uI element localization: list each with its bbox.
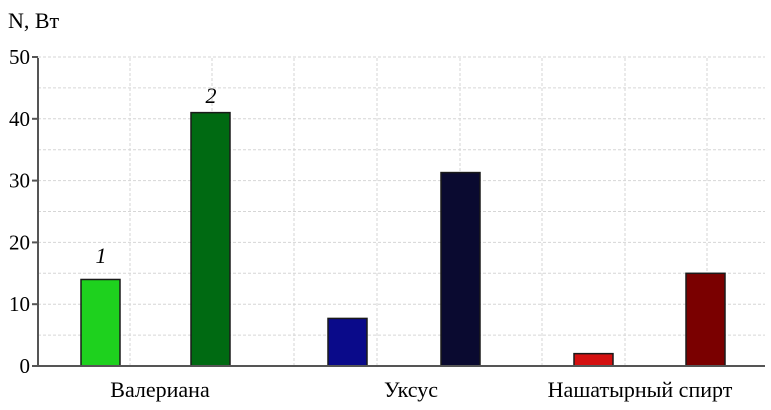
category-label-nashatyrny-spirt: Нашатырный спирт	[548, 377, 733, 402]
bar-series-2-category-2	[440, 171, 481, 367]
bar-series-2-category-3	[685, 272, 726, 367]
y-tick-label: 20	[9, 230, 30, 254]
y-tick-label: 50	[9, 45, 30, 69]
series-markers: 1 2	[96, 83, 217, 268]
category-labels: Валериана Уксус Нашатырный спирт	[110, 377, 732, 402]
axes	[37, 58, 765, 367]
gridlines	[38, 56, 765, 366]
y-tick-labels: 0 10 20 30 40 50	[9, 45, 38, 378]
bar-series-1-category-2	[327, 317, 368, 367]
category-label-uksus: Уксус	[384, 377, 438, 402]
category-label-valeriana: Валериана	[110, 377, 210, 402]
y-tick-label: 10	[9, 292, 30, 316]
y-tick-label: 40	[9, 107, 30, 131]
series-marker-1: 1	[96, 243, 107, 268]
y-tick-label: 0	[20, 354, 31, 378]
bar-series-1-category-3	[573, 352, 614, 367]
bars	[80, 111, 726, 367]
bar-series-2-category-1	[190, 111, 231, 367]
y-tick-label: 30	[9, 169, 30, 193]
y-axis-label: N, Вт	[8, 8, 60, 33]
bar-series-1-category-1	[80, 278, 121, 367]
series-marker-2: 2	[206, 83, 217, 108]
